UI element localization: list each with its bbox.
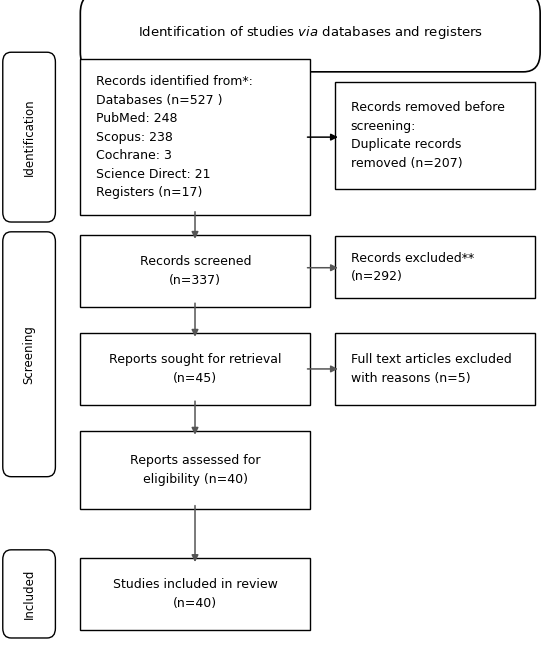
FancyBboxPatch shape — [80, 59, 310, 215]
Text: Identification: Identification — [23, 99, 35, 176]
FancyBboxPatch shape — [80, 235, 310, 307]
FancyBboxPatch shape — [80, 558, 310, 630]
FancyBboxPatch shape — [80, 0, 540, 72]
Text: Records removed before
screening:
Duplicate records
removed (n=207): Records removed before screening: Duplic… — [351, 101, 505, 170]
FancyBboxPatch shape — [335, 236, 535, 298]
FancyBboxPatch shape — [3, 232, 55, 477]
Text: Records identified from*:
Databases (n=527 )
PubMed: 248
Scopus: 238
Cochrane: 3: Records identified from*: Databases (n=5… — [96, 75, 253, 199]
Text: Records screened
(n=337): Records screened (n=337) — [140, 255, 251, 287]
FancyBboxPatch shape — [80, 333, 310, 405]
FancyBboxPatch shape — [335, 82, 535, 189]
Text: Identification of studies $\mathit{via}$ databases and registers: Identification of studies $\mathit{via}$… — [138, 24, 483, 41]
Text: Records excluded**
(n=292): Records excluded** (n=292) — [351, 251, 474, 283]
FancyBboxPatch shape — [335, 333, 535, 405]
FancyBboxPatch shape — [80, 431, 310, 509]
FancyBboxPatch shape — [3, 52, 55, 222]
Text: Reports assessed for
eligibility (n=40): Reports assessed for eligibility (n=40) — [130, 454, 260, 486]
Text: Studies included in review
(n=40): Studies included in review (n=40) — [113, 579, 278, 610]
Text: Included: Included — [23, 569, 35, 619]
Text: Reports sought for retrieval
(n=45): Reports sought for retrieval (n=45) — [109, 353, 281, 385]
Text: Screening: Screening — [23, 325, 35, 384]
Text: Full text articles excluded
with reasons (n=5): Full text articles excluded with reasons… — [351, 353, 511, 385]
FancyBboxPatch shape — [3, 550, 55, 638]
